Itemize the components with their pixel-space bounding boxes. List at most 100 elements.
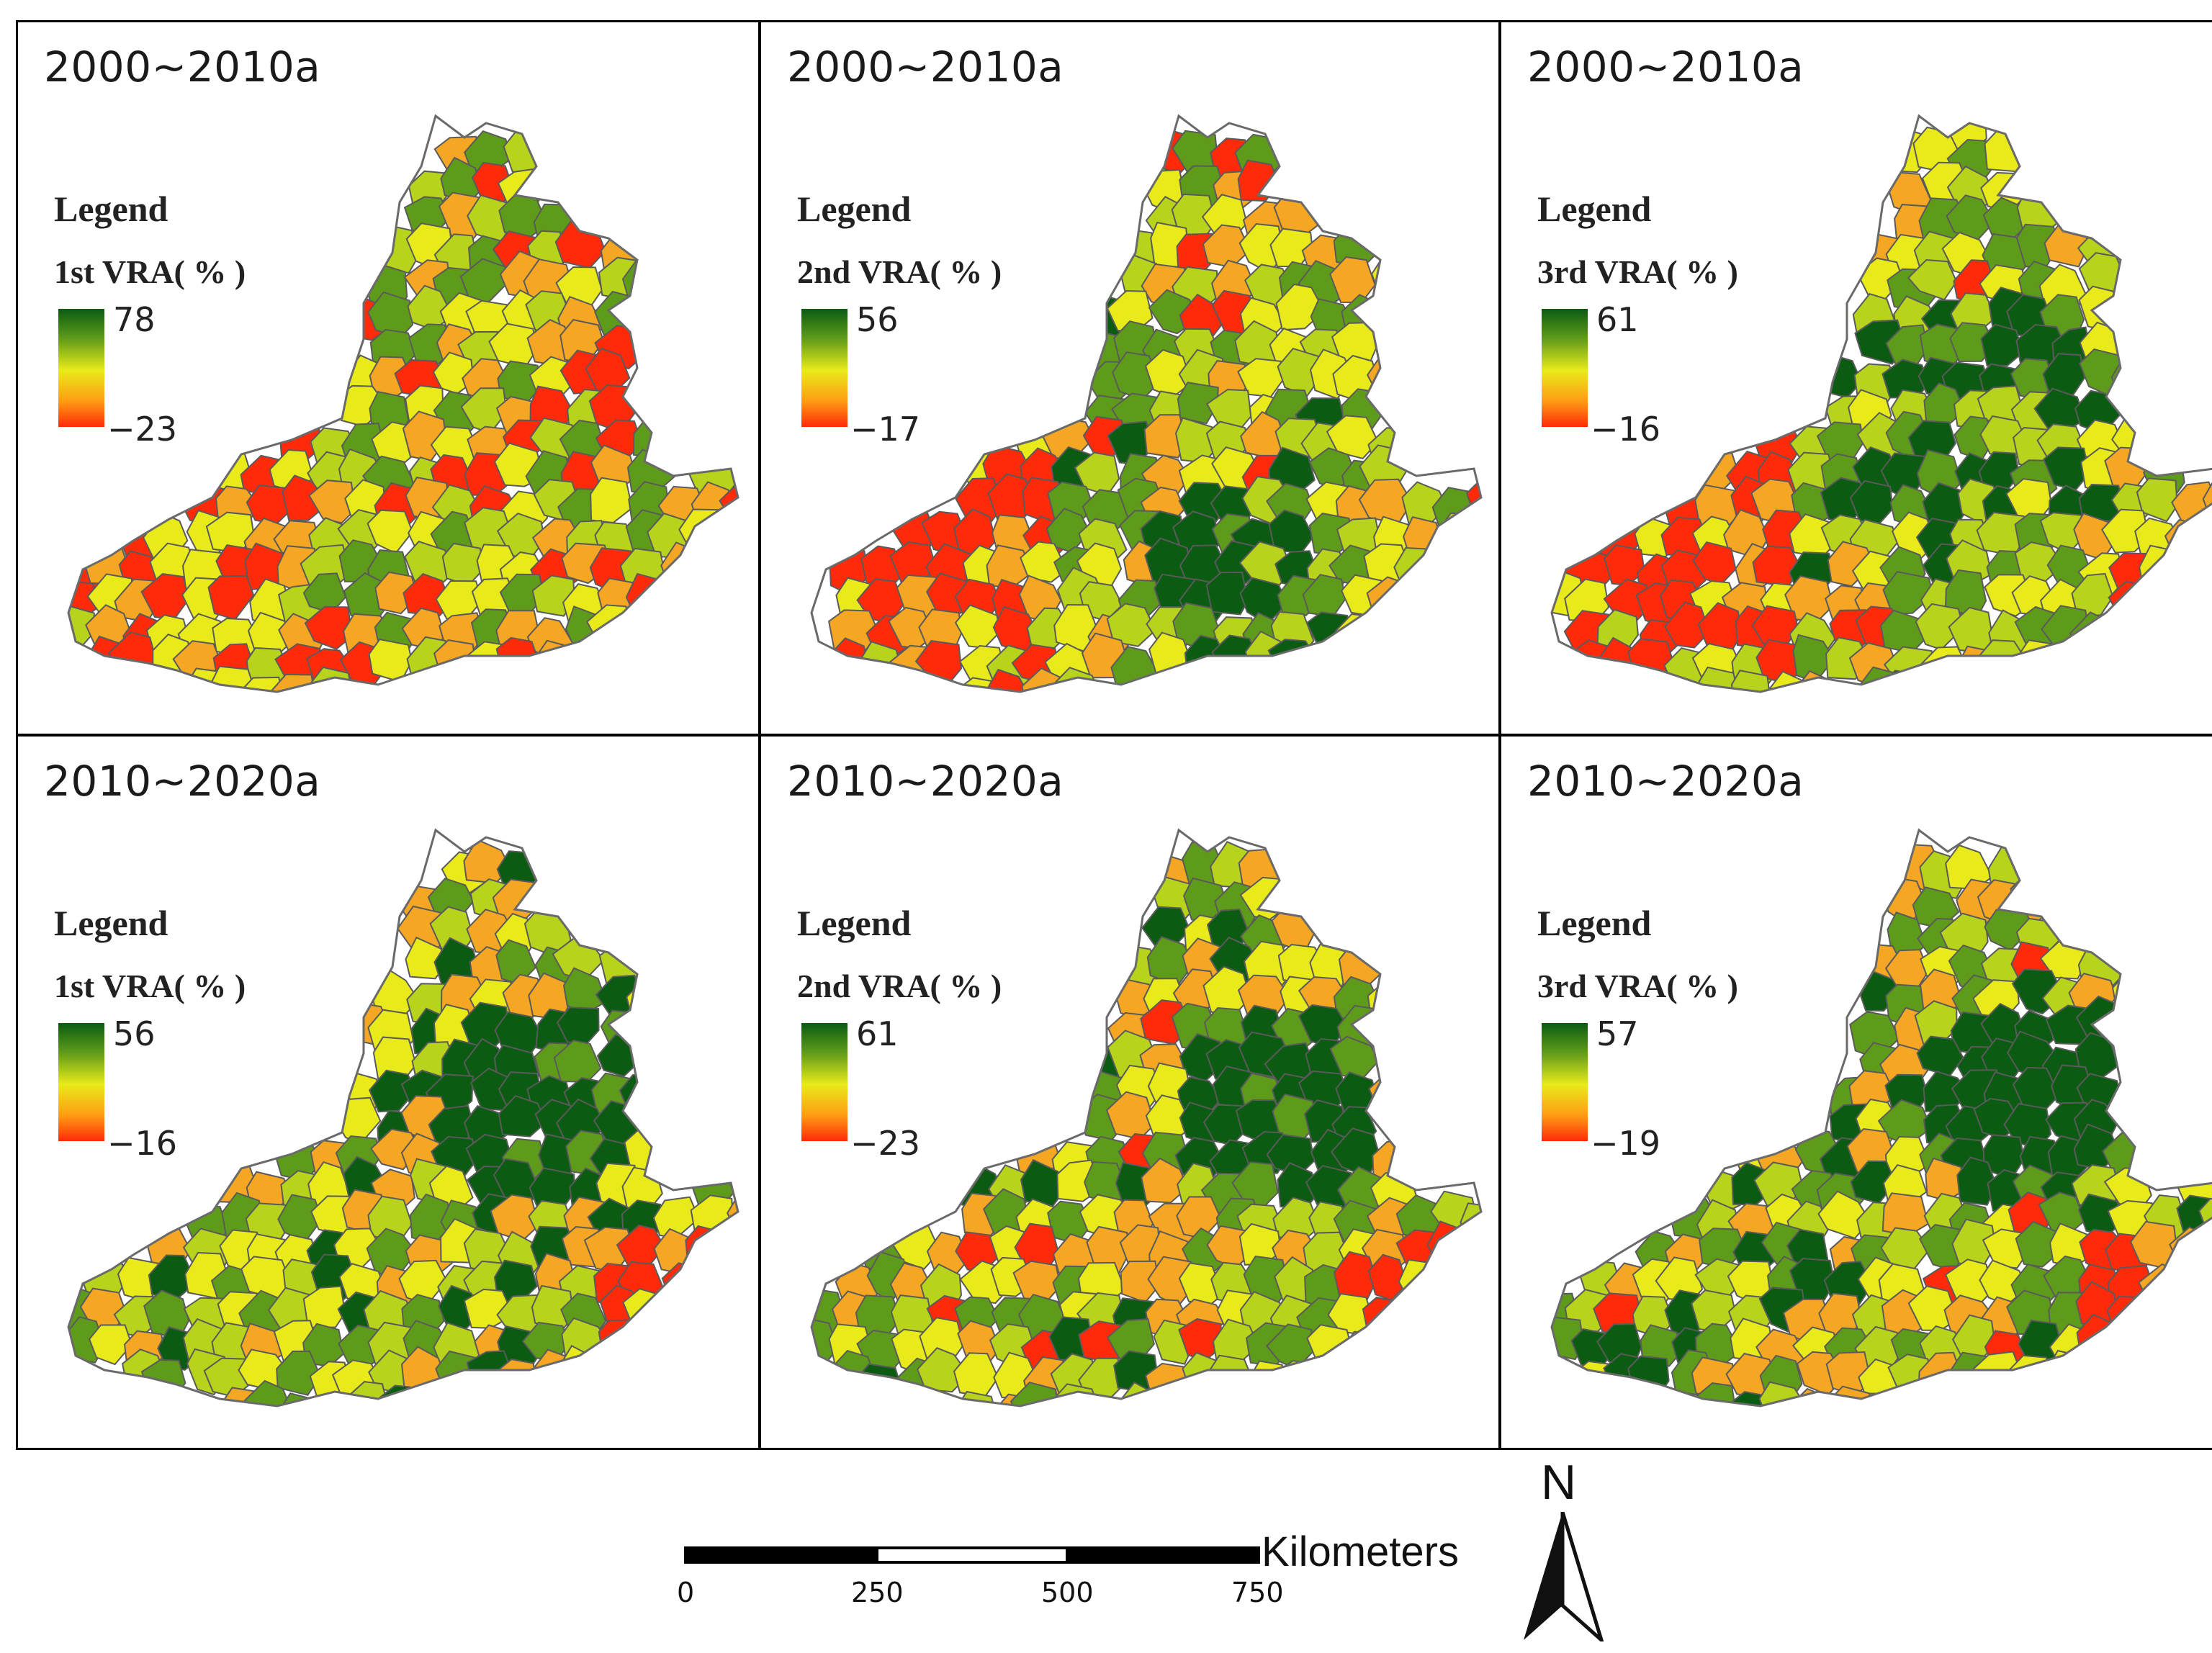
legend-title: Legend <box>1537 189 1652 229</box>
legend-min-value: −16 <box>1591 410 1661 449</box>
legend-min-value: −16 <box>107 1124 178 1163</box>
region-boundary <box>810 828 1483 1407</box>
county-polygon <box>1366 353 1418 399</box>
map-panel-2: 2000~2010a Legend 2nd VRA( % ) 56 −17 <box>759 20 1501 736</box>
county-polygon <box>1826 1385 1878 1406</box>
map-panel-3: 2000~2010a Legend 3rd VRA( % ) 61 −16 <box>1499 20 2212 736</box>
county-polygon <box>726 1189 738 1235</box>
county-polygon <box>304 605 354 650</box>
legend-variable: 1st VRA( % ) <box>54 968 246 1004</box>
scale-tick-750: 750 <box>1231 1577 1284 1608</box>
county-polygon <box>433 639 477 686</box>
period-label: 2000~2010a <box>787 42 1064 91</box>
county-polygon <box>1148 631 1191 679</box>
county-polygon <box>598 1319 642 1362</box>
county-cells <box>824 130 1481 692</box>
scale-bar <box>684 1546 1260 1564</box>
legend-color-ramp <box>58 1023 104 1141</box>
legend-title: Legend <box>54 189 168 229</box>
north-arrow-left-half <box>1524 1512 1563 1640</box>
legend-variable: 2nd VRA( % ) <box>797 968 1002 1004</box>
legend-max-value: 78 <box>113 300 156 339</box>
choropleth-map <box>67 114 739 693</box>
county-polygon <box>1465 474 1481 526</box>
county-polygon <box>1980 323 2024 366</box>
scale-bar-segment-2 <box>876 1546 1069 1564</box>
legend-min-value: −23 <box>850 1124 921 1163</box>
county-polygon <box>1305 611 1352 658</box>
county-polygon <box>632 414 678 459</box>
region-boundary <box>1550 828 2212 1407</box>
map-panel-6: 2010~2020a Legend 3rd VRA( % ) 57 −19 <box>1499 734 2212 1450</box>
period-label: 2010~2020a <box>1527 757 1804 806</box>
legend-variable: 2nd VRA( % ) <box>797 253 1002 290</box>
choropleth-map <box>1550 828 2212 1407</box>
county-polygon <box>503 127 547 175</box>
county-polygon <box>1858 1392 1903 1406</box>
scale-tick-0: 0 <box>677 1577 695 1608</box>
county-polygon <box>495 636 541 684</box>
county-polygon <box>2136 477 2178 523</box>
map-panel-5: 2010~2020a Legend 2nd VRA( % ) 61 −23 <box>759 734 1501 1450</box>
period-label: 2000~2010a <box>44 42 321 91</box>
period-label: 2010~2020a <box>44 757 321 806</box>
county-polygon <box>1640 1324 1684 1367</box>
north-arrow-icon <box>1524 1512 1604 1641</box>
north-label: N <box>1541 1455 1577 1510</box>
legend-title: Legend <box>797 903 912 943</box>
county-polygon <box>308 479 356 524</box>
map-panel-1: 2000~2010a Legend 1st VRA( % ) 78 −23 <box>16 20 760 736</box>
scale-bar-segment-1 <box>684 1546 877 1564</box>
choropleth-map <box>67 828 739 1407</box>
legend-variable: 3rd VRA( % ) <box>1537 968 1738 1004</box>
legend-min-value: −17 <box>850 410 921 449</box>
legend-title: Legend <box>54 903 168 943</box>
scale-bar-segment-3 <box>1067 1546 1260 1564</box>
county-polygon <box>1730 670 1771 692</box>
legend-max-value: 57 <box>1596 1014 1639 1053</box>
legend-max-value: 61 <box>856 1014 899 1053</box>
legend-variable: 1st VRA( % ) <box>54 253 246 290</box>
legend-color-ramp <box>1542 1023 1588 1141</box>
region-boundary <box>67 114 739 693</box>
choropleth-map <box>810 114 1483 693</box>
legend-max-value: 56 <box>113 1014 156 1053</box>
legend-color-ramp <box>801 1023 848 1141</box>
legend-color-ramp <box>1542 309 1588 427</box>
legend-max-value: 56 <box>856 300 899 339</box>
county-polygon <box>207 575 255 621</box>
county-polygon <box>1143 414 1187 459</box>
county-polygon <box>369 1069 417 1113</box>
north-arrow-right-half <box>1560 1512 1604 1641</box>
legend-variable: 3rd VRA( % ) <box>1537 253 1738 290</box>
county-polygon <box>1205 571 1249 616</box>
county-polygon <box>1362 1297 1405 1343</box>
county-polygon <box>302 1285 346 1329</box>
legend-title: Legend <box>797 189 912 229</box>
legend-title: Legend <box>1537 903 1652 943</box>
county-polygon <box>1106 603 1157 647</box>
county-polygon <box>1552 1316 1585 1361</box>
county-polygon <box>622 1287 675 1334</box>
legend-color-ramp <box>801 309 848 427</box>
county-polygon <box>1663 601 1710 649</box>
county-polygon <box>1817 1190 1871 1240</box>
legend-min-value: −23 <box>107 410 178 449</box>
region-boundary <box>67 828 739 1407</box>
county-polygon <box>2042 353 2086 396</box>
choropleth-map <box>1550 114 2212 693</box>
county-polygon <box>1882 570 1935 615</box>
county-polygon <box>1326 415 1379 460</box>
county-polygon <box>1020 541 1068 583</box>
scale-tick-500: 500 <box>1041 1577 1094 1608</box>
legend-max-value: 61 <box>1596 300 1639 339</box>
county-polygon <box>1177 382 1219 425</box>
scale-tick-250: 250 <box>851 1577 904 1608</box>
county-polygon <box>1956 1156 1997 1206</box>
county-polygon <box>276 1350 322 1396</box>
scale-unit: Kilometers <box>1262 1528 1459 1575</box>
legend-min-value: −19 <box>1591 1124 1661 1163</box>
period-label: 2010~2020a <box>787 757 1064 806</box>
county-polygon <box>824 637 870 688</box>
